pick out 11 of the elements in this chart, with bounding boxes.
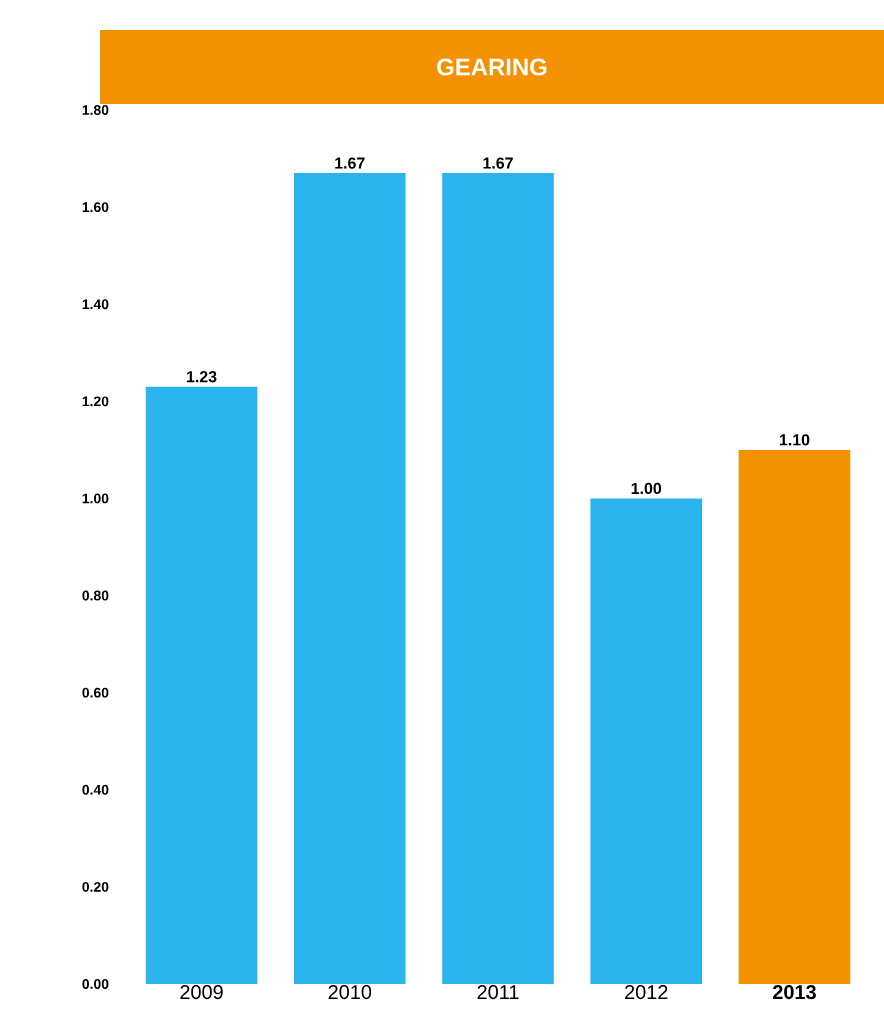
- bar: [145, 386, 258, 984]
- bar: [590, 498, 703, 984]
- x-tick-label: 2010: [328, 985, 372, 1000]
- x-tick-label: 2012: [625, 985, 668, 1000]
- bar: [738, 449, 851, 984]
- x-tick-label: 2009: [180, 985, 223, 1000]
- x-tick-label: 2011: [477, 985, 519, 1000]
- bar: [293, 173, 406, 984]
- bar: [442, 173, 554, 984]
- chart-title: GEARING: [437, 58, 547, 76]
- x-tick-label: 2013: [772, 985, 816, 1000]
